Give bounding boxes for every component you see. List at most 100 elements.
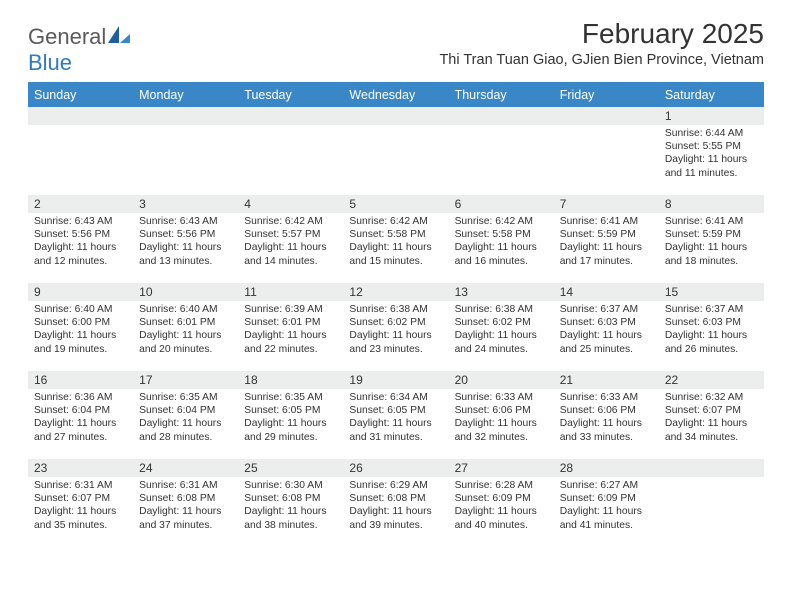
- day-cell: 14Sunrise: 6:37 AMSunset: 6:03 PMDayligh…: [554, 283, 659, 371]
- day-number: 2: [28, 195, 133, 213]
- sunset-text: Sunset: 5:58 PM: [349, 228, 442, 241]
- weekday-header: Sunday: [28, 84, 133, 107]
- weekday-header: Saturday: [659, 84, 764, 107]
- sunset-text: Sunset: 6:09 PM: [455, 492, 548, 505]
- top-bar: General Blue February 2025 Thi Tran Tuan…: [28, 18, 764, 76]
- day-number: 9: [28, 283, 133, 301]
- day-cell: 23Sunrise: 6:31 AMSunset: 6:07 PMDayligh…: [28, 459, 133, 547]
- daylight-text: Daylight: 11 hours and 22 minutes.: [244, 329, 337, 355]
- day-cell: 27Sunrise: 6:28 AMSunset: 6:09 PMDayligh…: [449, 459, 554, 547]
- day-cell: 10Sunrise: 6:40 AMSunset: 6:01 PMDayligh…: [133, 283, 238, 371]
- sunset-text: Sunset: 6:03 PM: [560, 316, 653, 329]
- daylight-text: Daylight: 11 hours and 23 minutes.: [349, 329, 442, 355]
- daylight-text: Daylight: 11 hours and 34 minutes.: [665, 417, 758, 443]
- sunrise-text: Sunrise: 6:33 AM: [560, 391, 653, 404]
- daylight-text: Daylight: 11 hours and 29 minutes.: [244, 417, 337, 443]
- sunset-text: Sunset: 5:56 PM: [34, 228, 127, 241]
- day-number: 10: [133, 283, 238, 301]
- sunset-text: Sunset: 6:02 PM: [349, 316, 442, 329]
- daylight-text: Daylight: 11 hours and 26 minutes.: [665, 329, 758, 355]
- day-cell: 4Sunrise: 6:42 AMSunset: 5:57 PMDaylight…: [238, 195, 343, 283]
- day-number: 22: [659, 371, 764, 389]
- sunrise-text: Sunrise: 6:42 AM: [455, 215, 548, 228]
- sunset-text: Sunset: 6:01 PM: [139, 316, 232, 329]
- day-cell: [343, 107, 448, 195]
- sunrise-text: Sunrise: 6:38 AM: [455, 303, 548, 316]
- daylight-text: Daylight: 11 hours and 25 minutes.: [560, 329, 653, 355]
- day-cell: 26Sunrise: 6:29 AMSunset: 6:08 PMDayligh…: [343, 459, 448, 547]
- day-cell: [659, 459, 764, 547]
- day-number: 21: [554, 371, 659, 389]
- sunrise-text: Sunrise: 6:30 AM: [244, 479, 337, 492]
- sunset-text: Sunset: 5:56 PM: [139, 228, 232, 241]
- day-cell: [449, 107, 554, 195]
- sunrise-text: Sunrise: 6:35 AM: [244, 391, 337, 404]
- sunset-text: Sunset: 6:03 PM: [665, 316, 758, 329]
- sunset-text: Sunset: 6:06 PM: [560, 404, 653, 417]
- day-cell: 3Sunrise: 6:43 AMSunset: 5:56 PMDaylight…: [133, 195, 238, 283]
- daylight-text: Daylight: 11 hours and 27 minutes.: [34, 417, 127, 443]
- weeks-container: 1Sunrise: 6:44 AMSunset: 5:55 PMDaylight…: [28, 107, 764, 547]
- day-number: 16: [28, 371, 133, 389]
- day-number: [554, 107, 659, 125]
- sunset-text: Sunset: 6:04 PM: [139, 404, 232, 417]
- sunset-text: Sunset: 6:08 PM: [139, 492, 232, 505]
- day-body: Sunrise: 6:30 AMSunset: 6:08 PMDaylight:…: [238, 477, 343, 536]
- day-body: Sunrise: 6:31 AMSunset: 6:07 PMDaylight:…: [28, 477, 133, 536]
- day-body: Sunrise: 6:35 AMSunset: 6:04 PMDaylight:…: [133, 389, 238, 448]
- sunset-text: Sunset: 6:08 PM: [349, 492, 442, 505]
- sunrise-text: Sunrise: 6:38 AM: [349, 303, 442, 316]
- day-body: Sunrise: 6:42 AMSunset: 5:57 PMDaylight:…: [238, 213, 343, 272]
- page-title: February 2025: [439, 18, 764, 50]
- day-body: Sunrise: 6:43 AMSunset: 5:56 PMDaylight:…: [133, 213, 238, 272]
- day-body: Sunrise: 6:33 AMSunset: 6:06 PMDaylight:…: [554, 389, 659, 448]
- day-body: Sunrise: 6:38 AMSunset: 6:02 PMDaylight:…: [343, 301, 448, 360]
- day-cell: 19Sunrise: 6:34 AMSunset: 6:05 PMDayligh…: [343, 371, 448, 459]
- daylight-text: Daylight: 11 hours and 17 minutes.: [560, 241, 653, 267]
- sunset-text: Sunset: 6:07 PM: [665, 404, 758, 417]
- sunrise-text: Sunrise: 6:37 AM: [665, 303, 758, 316]
- sunrise-text: Sunrise: 6:34 AM: [349, 391, 442, 404]
- daylight-text: Daylight: 11 hours and 12 minutes.: [34, 241, 127, 267]
- brand-word-1: General: [28, 24, 106, 49]
- day-cell: 17Sunrise: 6:35 AMSunset: 6:04 PMDayligh…: [133, 371, 238, 459]
- day-number: 27: [449, 459, 554, 477]
- sunset-text: Sunset: 5:59 PM: [560, 228, 653, 241]
- day-number: 28: [554, 459, 659, 477]
- sunrise-text: Sunrise: 6:32 AM: [665, 391, 758, 404]
- day-number: 13: [449, 283, 554, 301]
- day-number: [28, 107, 133, 125]
- day-cell: 25Sunrise: 6:30 AMSunset: 6:08 PMDayligh…: [238, 459, 343, 547]
- sunset-text: Sunset: 5:59 PM: [665, 228, 758, 241]
- sunset-text: Sunset: 6:06 PM: [455, 404, 548, 417]
- sunset-text: Sunset: 6:09 PM: [560, 492, 653, 505]
- day-number: 24: [133, 459, 238, 477]
- day-number: 4: [238, 195, 343, 213]
- daylight-text: Daylight: 11 hours and 16 minutes.: [455, 241, 548, 267]
- daylight-text: Daylight: 11 hours and 15 minutes.: [349, 241, 442, 267]
- sunrise-text: Sunrise: 6:28 AM: [455, 479, 548, 492]
- day-body: Sunrise: 6:32 AMSunset: 6:07 PMDaylight:…: [659, 389, 764, 448]
- day-body: Sunrise: 6:44 AMSunset: 5:55 PMDaylight:…: [659, 125, 764, 184]
- daylight-text: Daylight: 11 hours and 28 minutes.: [139, 417, 232, 443]
- day-body: Sunrise: 6:42 AMSunset: 5:58 PMDaylight:…: [449, 213, 554, 272]
- sunrise-text: Sunrise: 6:33 AM: [455, 391, 548, 404]
- day-body: Sunrise: 6:41 AMSunset: 5:59 PMDaylight:…: [554, 213, 659, 272]
- sunrise-text: Sunrise: 6:31 AM: [139, 479, 232, 492]
- sunrise-text: Sunrise: 6:36 AM: [34, 391, 127, 404]
- day-number: 1: [659, 107, 764, 125]
- day-cell: 22Sunrise: 6:32 AMSunset: 6:07 PMDayligh…: [659, 371, 764, 459]
- day-cell: 20Sunrise: 6:33 AMSunset: 6:06 PMDayligh…: [449, 371, 554, 459]
- sunset-text: Sunset: 5:55 PM: [665, 140, 758, 153]
- day-number: [238, 107, 343, 125]
- day-body: Sunrise: 6:27 AMSunset: 6:09 PMDaylight:…: [554, 477, 659, 536]
- day-number: 26: [343, 459, 448, 477]
- daylight-text: Daylight: 11 hours and 39 minutes.: [349, 505, 442, 531]
- brand-logo: General Blue: [28, 24, 130, 76]
- daylight-text: Daylight: 11 hours and 33 minutes.: [560, 417, 653, 443]
- day-cell: [238, 107, 343, 195]
- sunset-text: Sunset: 6:05 PM: [349, 404, 442, 417]
- day-body: Sunrise: 6:41 AMSunset: 5:59 PMDaylight:…: [659, 213, 764, 272]
- day-body: Sunrise: 6:43 AMSunset: 5:56 PMDaylight:…: [28, 213, 133, 272]
- sunrise-text: Sunrise: 6:42 AM: [349, 215, 442, 228]
